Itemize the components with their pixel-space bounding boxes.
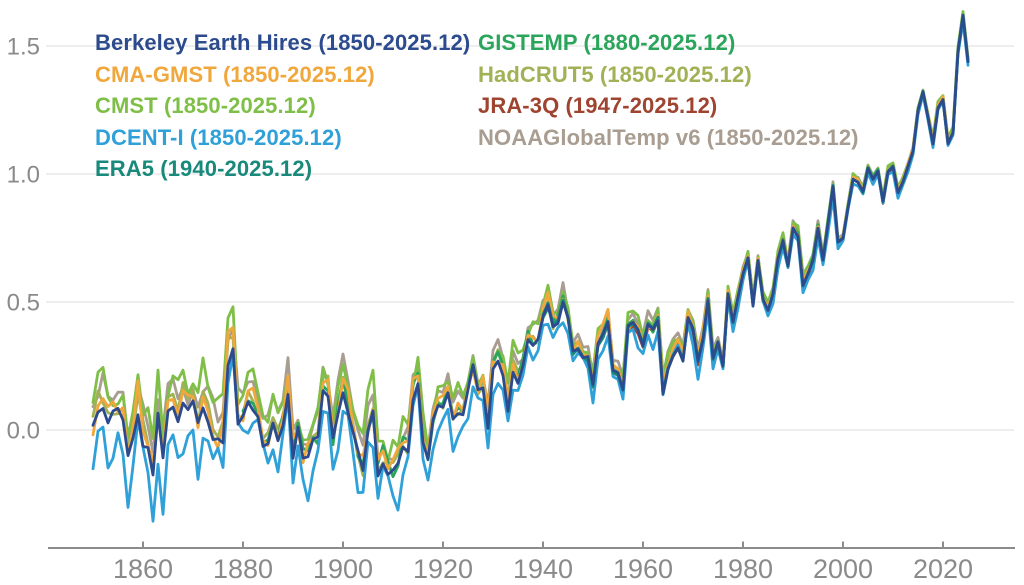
legend-item-cma-gmst: CMA-GMST (1850-2025.12) [95, 61, 375, 87]
legend-item-dcent-i: DCENT-I (1850-2025.12) [95, 124, 342, 150]
x-tick-label: 2020 [913, 554, 973, 584]
x-tick-label: 1940 [513, 554, 573, 584]
legend-item-noaaglobaltemp-v6: NOAAGlobalTemp v6 (1850-2025.12) [478, 124, 859, 150]
x-tick-label: 1920 [413, 554, 473, 584]
x-tick-label: 1960 [613, 554, 673, 584]
x-tick-label: 2000 [813, 554, 873, 584]
legend-left-column: Berkeley Earth Hires (1850-2025.12) CMA-… [95, 27, 470, 185]
x-tick-label: 1900 [313, 554, 373, 584]
legend-item-era5: ERA5 (1940-2025.12) [95, 156, 313, 181]
legend-item-gistemp: GISTEMP (1880-2025.12) [478, 30, 736, 55]
x-tick-label: 1860 [113, 554, 173, 584]
y-tick-label: 1.5 [7, 34, 40, 61]
y-tick-label: 0.5 [7, 290, 40, 317]
y-tick-label: 0.0 [7, 418, 40, 445]
legend-item-jra-3q: JRA-3Q (1947-2025.12) [478, 93, 718, 118]
legend-right-column: GISTEMP (1880-2025.12) HadCRUT5 (1850-20… [478, 27, 859, 153]
series-line-berkeley-earth-hires [91, 13, 970, 478]
x-tick-label: 1880 [213, 554, 273, 584]
legend-item-cmst: CMST (1850-2025.12) [95, 93, 316, 118]
legend-item-hadcrut5: HadCRUT5 (1850-2025.12) [478, 61, 752, 87]
legend-item-berkeley-earth-hires: Berkeley Earth Hires (1850-2025.12) [95, 30, 471, 55]
x-tick-label: 1980 [713, 554, 773, 584]
y-tick-label: 1.0 [7, 162, 40, 189]
